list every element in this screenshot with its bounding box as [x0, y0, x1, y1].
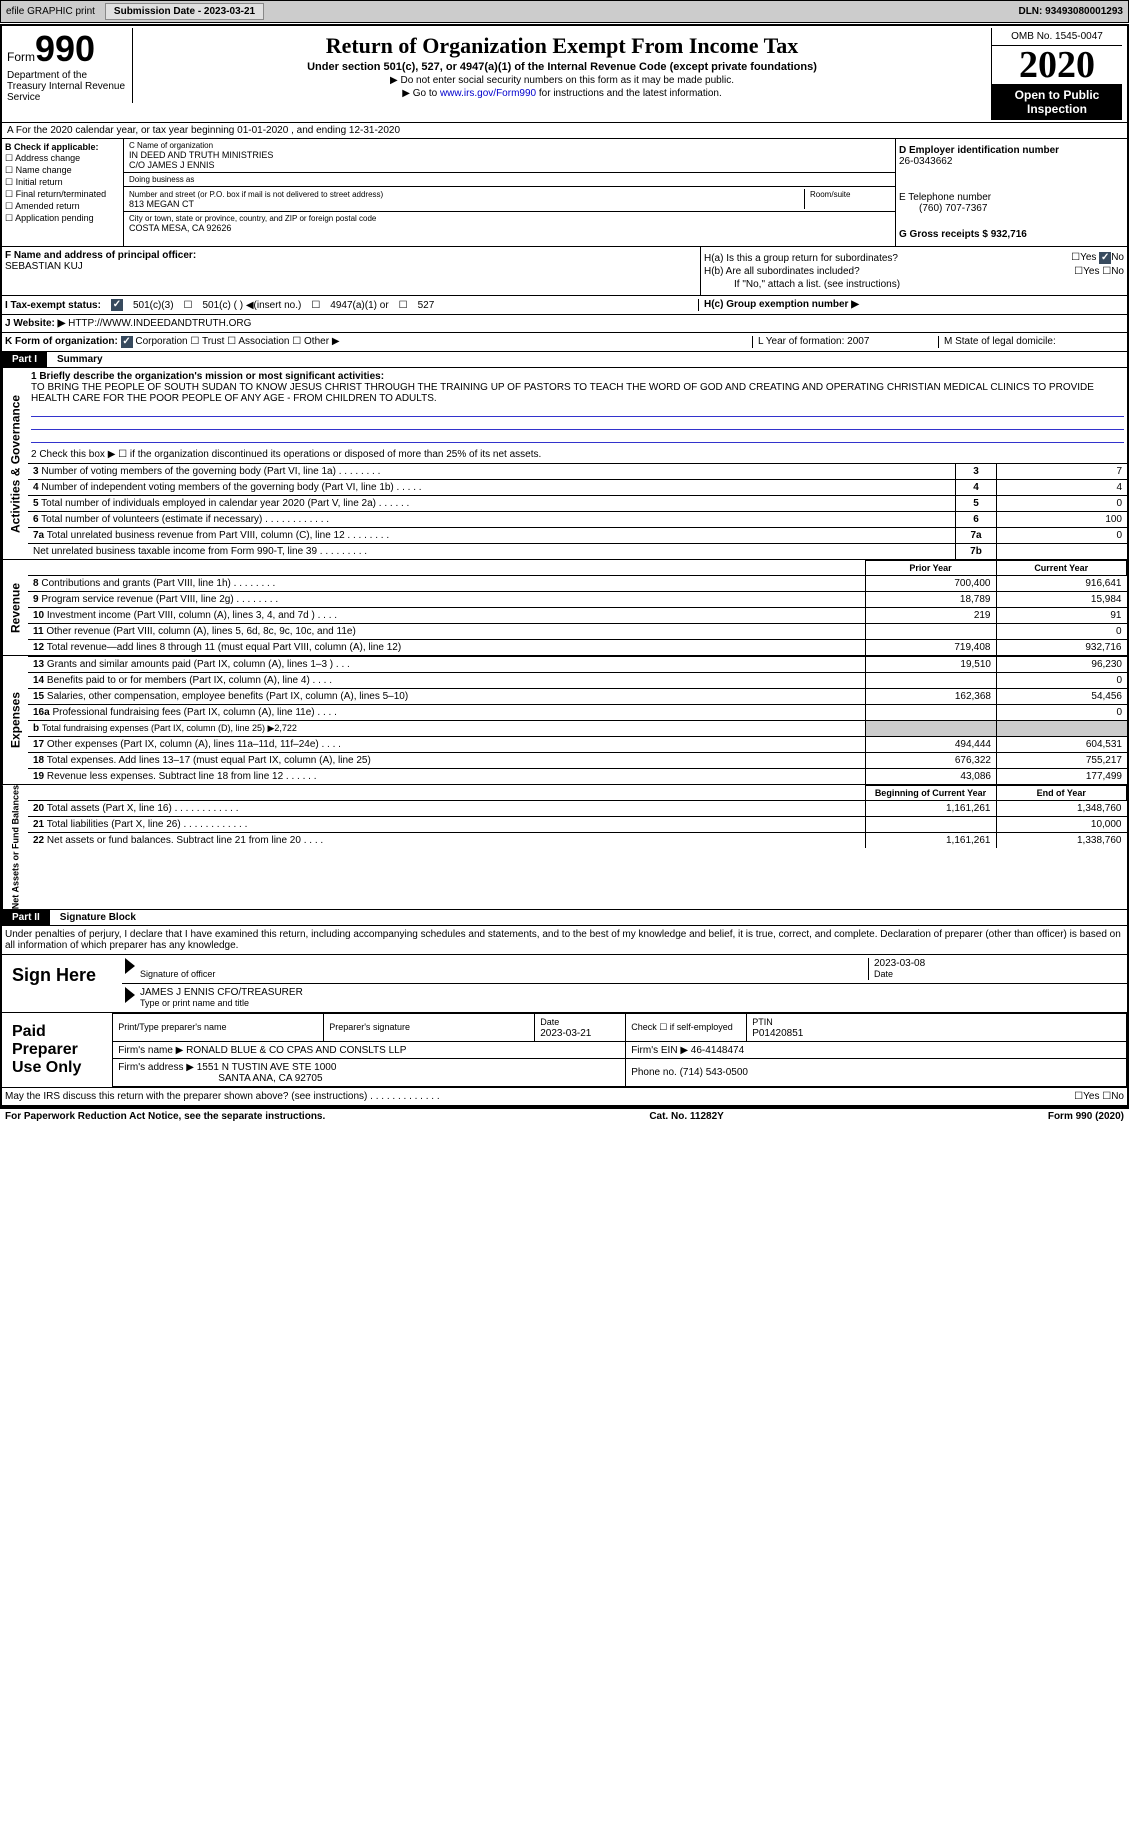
street-address: 813 MEGAN CT [129, 199, 194, 209]
cb-final[interactable]: ☐ Final return/terminated [5, 189, 120, 200]
firm-name: RONALD BLUE & CO CPAS AND CONSLTS LLP [186, 1045, 406, 1056]
phone: (760) 707-7367 [899, 203, 987, 214]
check-icon: ✓ [1099, 252, 1111, 264]
mission-text: TO BRING THE PEOPLE OF SOUTH SUDAN TO KN… [31, 382, 1094, 404]
subtitle: Under section 501(c), 527, or 4947(a)(1)… [138, 61, 986, 73]
form-title: Return of Organization Exempt From Incom… [138, 33, 986, 59]
cb-pending[interactable]: ☐ Application pending [5, 213, 120, 224]
public-inspection: Open to Public Inspection [992, 84, 1122, 120]
declaration: Under penalties of perjury, I declare th… [2, 926, 1127, 954]
form-number: Form990 [7, 28, 95, 70]
part1-header: Part I [2, 352, 47, 367]
city-state-zip: COSTA MESA, CA 92626 [129, 223, 890, 233]
officer-name: JAMES J ENNIS CFO/TREASURER [140, 987, 303, 998]
section-a: A For the 2020 calendar year, or tax yea… [2, 122, 1127, 138]
revenue-tab: Revenue [2, 560, 28, 655]
cb-amended[interactable]: ☐ Amended return [5, 201, 120, 212]
governance-table: 3 Number of voting members of the govern… [28, 463, 1127, 559]
cb-initial[interactable]: ☐ Initial return [5, 177, 120, 188]
form-footer: Form 990 (2020) [1048, 1111, 1124, 1122]
check-icon: ✓ [111, 299, 123, 311]
netassets-table: Beginning of Current YearEnd of Year 20 … [28, 785, 1127, 848]
arrow-icon [125, 958, 135, 974]
check-icon: ✓ [121, 336, 133, 348]
dln: DLN: 93493080001293 [1018, 6, 1123, 17]
tax-year: 2020 [992, 46, 1122, 84]
governance-tab: Activities & Governance [2, 368, 28, 559]
column-b: B Check if applicable: ☐ Address change … [2, 139, 124, 246]
note-ssn: ▶ Do not enter social security numbers o… [138, 75, 986, 86]
cb-address-change[interactable]: ☐ Address change [5, 153, 120, 164]
department: Department of the Treasury Internal Reve… [7, 70, 127, 103]
ein: 26-0343662 [899, 156, 952, 167]
part2-header: Part II [2, 910, 50, 925]
website: HTTP://WWW.INDEEDANDTRUTH.ORG [68, 318, 251, 329]
gross-receipts: G Gross receipts $ 932,716 [899, 229, 1027, 240]
ptin: P01420851 [752, 1028, 803, 1039]
arrow-icon [125, 987, 135, 1003]
netassets-tab: Net Assets or Fund Balances [2, 785, 28, 909]
cb-name-change[interactable]: ☐ Name change [5, 165, 120, 176]
submission-button[interactable]: Submission Date - 2023-03-21 [105, 3, 264, 20]
paperwork-notice: For Paperwork Reduction Act Notice, see … [5, 1111, 325, 1122]
top-bar: efile GRAPHIC print Submission Date - 20… [0, 0, 1129, 23]
expenses-tab: Expenses [2, 656, 28, 784]
principal-officer: SEBASTIAN KUJ [5, 261, 83, 272]
org-name: IN DEED AND TRUTH MINISTRIES [129, 150, 890, 160]
care-of: C/O JAMES J ENNIS [129, 160, 890, 170]
expenses-table: 13 Grants and similar amounts paid (Part… [28, 656, 1127, 784]
cat-no: Cat. No. 11282Y [649, 1111, 723, 1122]
note-link: ▶ Go to www.irs.gov/Form990 for instruct… [138, 88, 986, 99]
efile-label: efile GRAPHIC print [6, 6, 95, 17]
irs-link[interactable]: www.irs.gov/Form990 [440, 88, 536, 99]
revenue-table: Prior YearCurrent Year 8 Contributions a… [28, 560, 1127, 655]
